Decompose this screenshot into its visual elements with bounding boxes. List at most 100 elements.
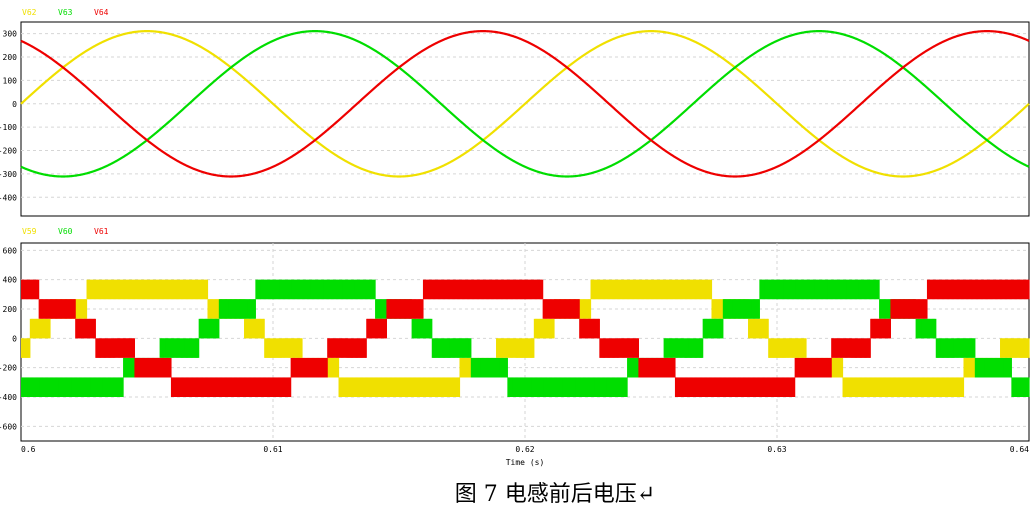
- bottom-series-segment: [969, 338, 972, 358]
- bottom-series-segment: [381, 299, 384, 319]
- bottom-series-segment: [346, 279, 348, 300]
- bottom-series-segment: [596, 318, 599, 339]
- bottom-series-segment: [153, 279, 156, 300]
- bottom-x-tick-labels: 0.6 0.61 0.62 0.63 0.64: [21, 445, 1029, 454]
- bottom-series-segment: [967, 338, 970, 358]
- bottom-series-segment: [964, 357, 967, 378]
- bottom-series-segment: [441, 338, 444, 358]
- bottom-series-segment: [831, 338, 834, 358]
- bottom-series-segment: [351, 338, 353, 358]
- bottom-series-segment: [1012, 338, 1015, 358]
- bottom-series-segment: [903, 299, 905, 319]
- bottom-series-segment: [862, 279, 865, 300]
- bottom-series-segment: [443, 377, 445, 397]
- bottom-series-segment: [817, 279, 820, 300]
- bottom-series-segment: [856, 377, 859, 397]
- bottom-series-segment: [954, 279, 957, 300]
- bottom-series-segment: [388, 299, 391, 319]
- bottom-series-segment: [92, 279, 95, 300]
- bottom-series-segment: [160, 279, 163, 300]
- bottom-series-segment: [774, 279, 777, 300]
- bottom-series-segment: [110, 338, 113, 358]
- bottom-series-segment: [625, 279, 628, 300]
- bottom-series-segment: [310, 357, 313, 378]
- bottom-series-segment: [759, 279, 762, 300]
- bottom-series-segment: [996, 279, 999, 300]
- bottom-series-segment: [837, 279, 840, 300]
- bottom-series-segment: [279, 338, 282, 358]
- bottom-series-segment: [417, 299, 420, 319]
- bottom-series-segment: [126, 338, 129, 358]
- bottom-series-segment: [338, 279, 341, 300]
- bottom-series-segment: [456, 338, 459, 358]
- bottom-series-segment: [216, 377, 219, 397]
- bottom-series-segment: [909, 299, 912, 319]
- bottom-series-segment: [889, 299, 891, 319]
- bottom-series-segment: [124, 338, 127, 358]
- bottom-series-segment: [448, 338, 450, 358]
- bottom-series-segment: [929, 318, 932, 339]
- bottom-series-segment: [979, 357, 982, 378]
- bottom-series-segment: [483, 357, 486, 378]
- bottom-series-segment: [240, 377, 243, 397]
- bottom-series-segment: [378, 318, 381, 339]
- bottom-series-segment: [507, 279, 510, 300]
- bottom-series-segment: [337, 338, 340, 358]
- bottom-series-segment: [519, 279, 522, 300]
- bottom-series-segment: [164, 357, 167, 378]
- bottom-series-segment: [949, 279, 952, 300]
- bottom-series-segment: [182, 338, 185, 358]
- bottom-series-segment: [727, 299, 730, 319]
- bottom-series-segment: [238, 299, 241, 319]
- bottom-series-segment: [894, 299, 897, 319]
- bottom-series-segment: [862, 338, 865, 358]
- bottom-series-segment: [998, 357, 1001, 378]
- bottom-series-segment: [149, 357, 152, 378]
- bottom-series-segment: [322, 357, 324, 378]
- bottom-series-segment: [467, 338, 469, 358]
- bottom-series-segment: [173, 338, 176, 358]
- bottom-series-segment: [107, 279, 110, 300]
- bottom-series-segment: [482, 357, 485, 378]
- bottom-series-segment: [382, 299, 385, 319]
- bottom-series-segment: [337, 279, 340, 300]
- bottom-series-segment: [845, 377, 847, 397]
- bottom-series-segment: [667, 338, 670, 358]
- bottom-legend: V59 V60 V61: [22, 227, 109, 236]
- bottom-series-segment: [579, 377, 582, 397]
- bottom-series-segment: [120, 279, 123, 300]
- bottom-series-segment: [270, 377, 273, 397]
- bottom-series-segment: [764, 377, 767, 397]
- bottom-series-segment: [80, 299, 83, 319]
- bottom-series-segment: [250, 377, 253, 397]
- bottom-series-segment: [876, 279, 879, 300]
- bottom-series-segment: [68, 377, 71, 397]
- bottom-series-segment: [925, 318, 928, 339]
- bottom-series-segment: [842, 377, 845, 397]
- bottom-series-segment: [882, 299, 885, 319]
- bottom-series-segment: [572, 377, 575, 397]
- bottom-series-segment: [778, 279, 781, 300]
- bottom-x-tick-label: 0.63: [767, 445, 786, 454]
- bottom-series-segment: [123, 338, 125, 358]
- bottom-series-segment: [533, 318, 536, 339]
- bottom-series-segment: [882, 377, 885, 397]
- bottom-series-segment: [364, 377, 367, 397]
- bottom-series-segment: [233, 299, 236, 319]
- bottom-series-segment: [225, 377, 227, 397]
- bottom-series-segment: [974, 357, 977, 378]
- bottom-series-segment: [750, 318, 753, 339]
- bottom-series-segment: [916, 299, 919, 319]
- bottom-series-segment: [344, 377, 347, 397]
- bottom-series-segment: [441, 279, 444, 300]
- bottom-series-segment: [395, 377, 398, 397]
- bottom-series-segment: [498, 338, 501, 358]
- bottom-series-segment: [725, 299, 728, 319]
- bottom-series-segment: [230, 377, 233, 397]
- bottom-series-segment: [378, 299, 381, 319]
- bottom-series-segment: [450, 338, 453, 358]
- bottom-series-segment: [831, 357, 834, 378]
- bottom-series-segment: [41, 318, 44, 339]
- bottom-series-segment: [1023, 338, 1026, 358]
- bottom-series-segment: [528, 338, 531, 358]
